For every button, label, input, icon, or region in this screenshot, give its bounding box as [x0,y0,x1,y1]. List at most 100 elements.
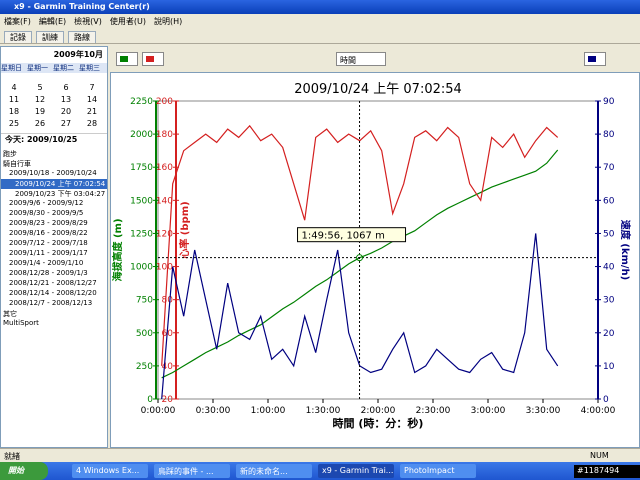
calendar-day[interactable]: 18 [8,107,20,116]
toolbar-button[interactable]: 路線 [68,31,96,43]
calendar-day[interactable]: 27 [60,119,72,128]
window-title: x9 - Garmin Training Center(r) [14,2,150,11]
calendar-row: 18 19 20 21 [1,107,107,117]
cursor-point [356,254,364,262]
tree-item[interactable]: 2008/12/7 - 2008/12/13 [9,299,93,307]
y-tick-label: 20 [603,329,615,339]
toolbar-button[interactable]: 訓練 [36,31,64,43]
tree-item[interactable]: 2009/8/16 - 2009/8/22 [9,229,88,237]
weekday-row: 星期日 星期一 星期二 星期三 [1,63,107,73]
y-tick-label: 2000 [130,130,153,140]
status-bar: 就緒 NUM [0,448,640,462]
tree-item[interactable]: 2008/12/28 - 2009/1/3 [9,269,88,277]
x-tick-label: 3:00:00 [471,406,506,416]
weekday: 星期二 [53,64,74,72]
task-button[interactable]: 4 Windows Ex... [72,464,148,478]
tree-item[interactable]: 騎自行車 [3,160,31,168]
y-tick-label: 80 [603,130,615,140]
color-select[interactable] [116,52,138,66]
y-tick-label: 1250 [130,229,153,239]
x-mode-select[interactable]: 時間 [336,52,386,66]
x-axis-title: 時間 (時：分：秒) [333,416,424,430]
calendar-day[interactable]: 28 [86,119,98,128]
calendar-day[interactable]: 19 [34,107,46,116]
tree-item[interactable]: 2009/7/12 - 2009/7/18 [9,239,88,247]
tree-item[interactable]: 2009/10/24 上午 07:02:54 [1,179,107,189]
y2-axis-title: 速度 (km/h) [619,220,632,280]
tree-item[interactable]: 2009/8/30 - 2009/9/5 [9,209,84,217]
tree-item[interactable]: MultiSport [3,319,39,327]
toolbar: 記錄 訓練 路線 [0,28,640,44]
y-tick-label: 250 [136,362,153,372]
start-button[interactable]: 開始 [0,462,48,480]
y-tick-label: 500 [136,329,153,339]
menu-item[interactable]: 檔案(F) [4,17,31,26]
menu-item[interactable]: 檢視(V) [74,17,102,26]
tree-item[interactable]: 2008/12/21 - 2008/12/27 [9,279,97,287]
calendar-day[interactable]: 25 [8,119,20,128]
status-text: 就緒 [4,452,20,461]
weekday: 星期一 [27,64,48,72]
y-tick-label: 1500 [130,196,153,206]
calendar-month: 2009年10月 [53,50,103,59]
y-tick-label: 30 [603,296,615,306]
y3-axis-title: 心率 (bpm) [178,201,191,258]
toolbar-button[interactable]: 記錄 [4,31,32,43]
calendar-day[interactable]: 5 [37,83,43,92]
task-button[interactable]: 鳥踩的事件 - ... [154,464,230,478]
calendar-day[interactable]: 20 [60,107,72,116]
weekday: 星期日 [1,64,22,72]
calendar-row: 25 26 27 28 [1,119,107,129]
series-line [161,149,559,379]
calendar-day[interactable]: 6 [63,83,69,92]
x-tick-label: 3:30:00 [526,406,561,416]
y-tick-label: 70 [603,163,615,173]
y-tick-label: 160 [156,163,173,173]
color-select[interactable] [584,52,606,66]
task-button[interactable]: PhotoImpact [400,464,476,478]
weekday: 星期三 [79,64,100,72]
calendar-day[interactable]: 26 [34,119,46,128]
task-button[interactable]: 新的未命名... [236,464,312,478]
today-label: 今天: 2009/10/25 [1,133,107,145]
y-tick-label: 140 [156,196,173,206]
menu-item[interactable]: 使用者(U) [109,17,146,26]
y-tick-label: 0 [147,395,153,405]
calendar-day[interactable]: 4 [11,83,17,92]
calendar: 2009年10月 星期日 星期一 星期二 星期三 今天: 2009/10/25 4 5 6… [1,47,107,147]
tree-item[interactable]: 2009/1/4 - 2009/1/10 [9,259,84,267]
calendar-day[interactable]: 11 [8,95,20,104]
calendar-day[interactable]: 14 [86,95,98,104]
tree-item[interactable]: 其它 [3,310,17,318]
y-tick-label: 100 [156,263,173,273]
y-tick-label: 40 [162,362,174,372]
y-tick-label: 2250 [130,97,153,107]
tree-item[interactable]: 2009/10/18 - 2009/10/24 [9,169,97,177]
tree-item[interactable]: 2009/9/6 - 2009/9/12 [9,199,84,207]
tree-item[interactable]: 2009/8/23 - 2009/8/29 [9,219,88,227]
x-tick-label: 4:00:00 [581,406,616,416]
calendar-day[interactable]: 7 [89,83,95,92]
calendar-day[interactable]: 13 [60,95,72,104]
x-tick-label: 1:30:00 [306,406,341,416]
color-select[interactable] [142,52,164,66]
tree-item[interactable]: 2008/12/14 - 2008/12/20 [9,289,97,297]
taskbar: 開始 #1187494 4 Windows Ex... 鳥踩的事件 - ... 新的… [0,462,640,480]
calendar-day[interactable]: 21 [86,107,98,116]
chart: 2009/10/24 上午 07:02:54 0:00:00 0:30:00 1:00… [111,82,632,430]
y-tick-label: 1000 [130,263,153,273]
x-tick-label: 2:30:00 [416,406,451,416]
x-tick-label: 0:30:00 [196,406,231,416]
tree-item[interactable]: 2009/1/11 - 2009/1/17 [9,249,88,257]
tree-item[interactable]: 跑步 [3,150,17,158]
calendar-day[interactable]: 12 [34,95,46,104]
chart-title: 2009/10/24 上午 07:02:54 [294,82,462,97]
series-line [161,124,559,366]
y-tick-label: 50 [603,229,615,239]
tree-item[interactable]: 2009/10/23 下午 03:04:27 [15,190,106,198]
task-button[interactable]: x9 - Garmin Trai... [318,464,394,478]
chart-pane: 時間 2009/10/24 上午 07:02:54 0:00:00 0:30:00 1… [110,46,640,448]
menu-item[interactable]: 說明(H) [153,17,183,26]
menu-item[interactable]: 編輯(E) [38,17,67,26]
